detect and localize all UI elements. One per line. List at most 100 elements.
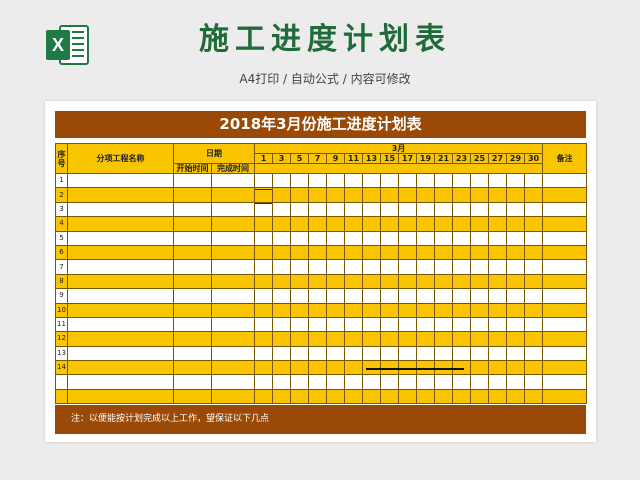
col-header-note[interactable]: 备注	[542, 143, 588, 174]
start-date-cell[interactable]	[173, 216, 212, 232]
day-cell[interactable]	[326, 302, 345, 318]
end-date-cell[interactable]	[211, 345, 255, 362]
day-cell[interactable]	[254, 230, 273, 246]
day-cell[interactable]	[344, 331, 363, 347]
start-date-cell[interactable]	[173, 316, 212, 333]
day-cell[interactable]	[254, 374, 273, 390]
day-cell[interactable]	[380, 259, 399, 275]
day-cell[interactable]	[272, 288, 291, 304]
day-cell[interactable]	[272, 374, 291, 390]
end-date-cell[interactable]	[211, 388, 255, 405]
day-cell[interactable]	[290, 331, 309, 347]
day-cell[interactable]	[523, 388, 544, 405]
task-name-cell[interactable]	[67, 230, 174, 246]
day-cell[interactable]	[380, 345, 399, 362]
day-cell[interactable]	[326, 259, 345, 275]
day-cell[interactable]	[290, 230, 309, 246]
day-cell[interactable]	[344, 259, 363, 275]
day-cell[interactable]	[506, 244, 525, 261]
task-name-cell[interactable]	[67, 259, 174, 275]
task-name-cell[interactable]	[67, 388, 174, 405]
day-cell[interactable]	[290, 316, 309, 333]
day-cell[interactable]	[488, 345, 507, 362]
day-cell[interactable]	[488, 201, 507, 218]
day-cell[interactable]	[470, 331, 489, 347]
day-cell[interactable]	[523, 331, 544, 347]
day-cell[interactable]	[506, 273, 525, 290]
day-cell[interactable]	[506, 259, 525, 275]
note-cell[interactable]	[542, 259, 588, 275]
day-cell[interactable]	[254, 288, 273, 304]
day-cell[interactable]	[380, 172, 399, 189]
end-date-cell[interactable]	[211, 302, 255, 318]
day-cell[interactable]	[380, 374, 399, 390]
end-date-cell[interactable]	[211, 360, 255, 376]
day-cell[interactable]	[506, 316, 525, 333]
day-cell[interactable]	[452, 216, 471, 232]
day-cell[interactable]	[416, 302, 435, 318]
task-name-cell[interactable]	[67, 201, 174, 218]
day-cell[interactable]	[290, 216, 309, 232]
day-cell[interactable]	[272, 316, 291, 333]
day-header[interactable]: 7	[308, 153, 327, 164]
day-cell[interactable]	[434, 244, 453, 261]
task-name-cell[interactable]	[67, 316, 174, 333]
note-cell[interactable]	[542, 244, 588, 261]
day-cell[interactable]	[488, 302, 507, 318]
day-cell[interactable]	[290, 273, 309, 290]
day-cell[interactable]	[290, 244, 309, 261]
day-cell[interactable]	[344, 360, 363, 376]
day-cell[interactable]	[272, 201, 291, 218]
day-cell[interactable]	[326, 345, 345, 362]
day-cell[interactable]	[380, 388, 399, 405]
day-cell[interactable]	[488, 288, 507, 304]
day-cell[interactable]	[308, 331, 327, 347]
end-date-cell[interactable]	[211, 273, 255, 290]
day-cell[interactable]	[488, 244, 507, 261]
note-cell[interactable]	[542, 172, 588, 189]
day-cell[interactable]	[254, 172, 273, 189]
row-index-cell[interactable]: 10	[55, 302, 68, 318]
day-cell[interactable]	[398, 201, 417, 218]
task-name-cell[interactable]	[67, 331, 174, 347]
day-cell[interactable]	[470, 316, 489, 333]
day-cell[interactable]	[290, 345, 309, 362]
day-cell[interactable]	[272, 172, 291, 189]
day-cell[interactable]	[488, 230, 507, 246]
day-cell[interactable]	[488, 216, 507, 232]
day-cell[interactable]	[398, 216, 417, 232]
day-cell[interactable]	[308, 302, 327, 318]
day-cell[interactable]	[380, 331, 399, 347]
day-cell[interactable]	[362, 172, 381, 189]
day-cell[interactable]	[362, 216, 381, 232]
day-cell[interactable]	[523, 288, 544, 304]
end-date-cell[interactable]	[211, 316, 255, 333]
day-cell[interactable]	[434, 316, 453, 333]
day-cell[interactable]	[362, 388, 381, 405]
day-cell[interactable]	[434, 374, 453, 390]
day-cell[interactable]	[344, 187, 363, 203]
row-index-cell[interactable]: 5	[55, 230, 68, 246]
start-date-cell[interactable]	[173, 345, 212, 362]
day-cell[interactable]	[416, 259, 435, 275]
start-date-cell[interactable]	[173, 360, 212, 376]
day-cell[interactable]	[523, 316, 544, 333]
day-cell[interactable]	[523, 374, 544, 390]
day-cell[interactable]	[344, 345, 363, 362]
day-cell[interactable]	[272, 331, 291, 347]
task-name-cell[interactable]	[67, 302, 174, 318]
day-cell[interactable]	[344, 244, 363, 261]
row-index-cell[interactable]: 3	[55, 201, 68, 218]
day-cell[interactable]	[398, 302, 417, 318]
day-cell[interactable]	[398, 273, 417, 290]
day-cell[interactable]	[506, 288, 525, 304]
day-cell[interactable]	[362, 259, 381, 275]
start-date-cell[interactable]	[173, 273, 212, 290]
day-cell[interactable]	[506, 302, 525, 318]
day-cell[interactable]	[362, 201, 381, 218]
day-cell[interactable]	[308, 201, 327, 218]
day-header[interactable]: 21	[434, 153, 453, 164]
day-cell[interactable]	[470, 216, 489, 232]
day-cell[interactable]	[272, 345, 291, 362]
day-cell[interactable]	[506, 187, 525, 203]
